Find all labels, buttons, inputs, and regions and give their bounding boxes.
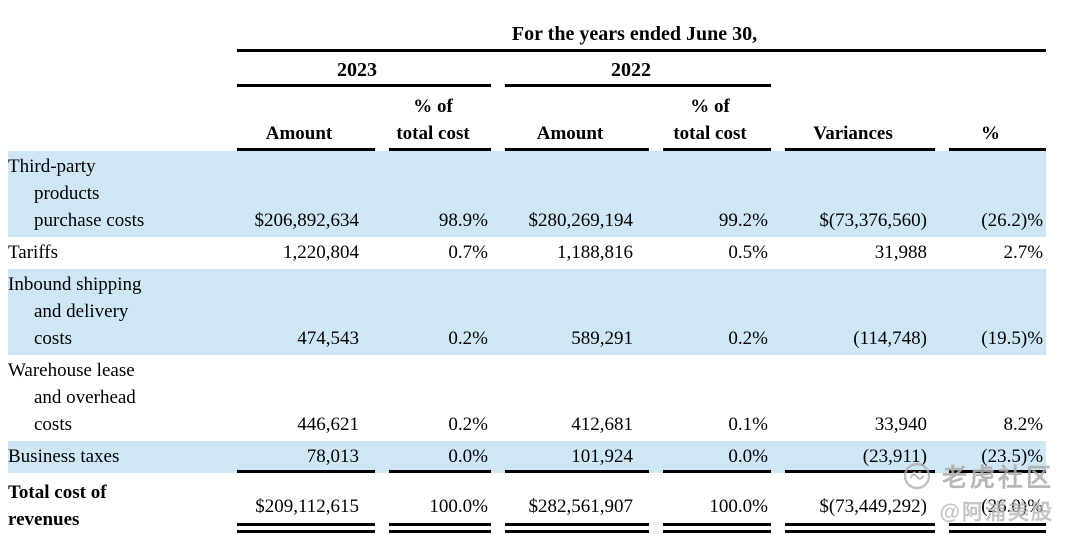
row-label: Third-party products purchase costs <box>8 151 223 237</box>
variance-pct-cell: 2.7% <box>1003 242 1044 263</box>
variance-pct-cell: (19.5)% <box>935 269 1047 355</box>
table-title: For the years ended June 30, <box>223 14 1047 52</box>
pct-2022-cell: 0.1% <box>728 414 768 435</box>
variance-cell: 31,988 <box>874 242 927 263</box>
amount-2022-cell: 589,291 <box>491 269 649 355</box>
row-label: Warehouse lease and overhead costs <box>8 360 136 435</box>
variance-pct-cell: (23.5)% <box>935 441 1047 473</box>
pct-2022-cell: 0.2% <box>649 269 771 355</box>
variance-pct-cell: 8.2% <box>1003 414 1044 435</box>
pct-2022-cell: 0.0% <box>649 441 771 473</box>
variance-cell: (23,911) <box>771 441 935 473</box>
table-row: Tariffs 1,220,804 0.7% 1,188,816 0.5% 31… <box>8 237 1046 269</box>
variance-pct-cell: (26.2)% <box>935 151 1047 237</box>
pct-2023-cell: 0.2% <box>448 414 488 435</box>
table-row: Business taxes 78,013 0.0% 101,924 0.0% … <box>8 441 1047 473</box>
col-header-amount-2022: Amount <box>491 87 649 151</box>
total-pct-2023-cell: 100.0% <box>375 473 491 533</box>
amount-2022-cell: 1,188,816 <box>557 242 633 263</box>
pct-2023-cell: 0.2% <box>375 269 491 355</box>
spacer-cell <box>8 52 223 87</box>
amount-2023-cell: 78,013 <box>223 441 375 473</box>
variance-cell: $(73,376,560) <box>771 151 935 237</box>
cost-of-revenues-table: For the years ended June 30, 2023 2022 A… <box>8 14 1047 533</box>
column-header-row: Amount % of total cost Amount % of total… <box>8 87 1047 151</box>
pct-2022-cell: 0.5% <box>728 242 768 263</box>
amount-2023-cell: 1,220,804 <box>283 242 359 263</box>
spacer-cell <box>8 14 223 52</box>
row-label: Inbound shipping and delivery costs <box>8 269 223 355</box>
total-variance-pct-cell: (26.0)% <box>935 473 1046 533</box>
total-variance-cell: $(73,449,292) <box>771 473 935 533</box>
variance-cell: (114,748) <box>771 269 935 355</box>
total-row-label: Total cost of revenues <box>8 482 107 530</box>
pct-2022-cell: 99.2% <box>649 151 771 237</box>
pct-2023-cell: 98.9% <box>375 151 491 237</box>
total-amount-2023-cell: $209,112,615 <box>223 473 375 533</box>
table-row: Inbound shipping and delivery costs 474,… <box>8 269 1047 355</box>
total-row: Total cost of revenues $209,112,615 100.… <box>8 473 1046 533</box>
col-header-variances: Variances <box>771 87 935 151</box>
year-group-row: 2023 2022 <box>8 52 1046 87</box>
amount-2023-cell: 474,543 <box>223 269 375 355</box>
total-pct-2022-cell: 100.0% <box>649 473 771 533</box>
amount-2023-cell: $206,892,634 <box>223 151 375 237</box>
pct-2023-cell: 0.7% <box>448 242 488 263</box>
spacer-cell <box>771 52 1046 87</box>
row-label: Tariffs <box>8 242 59 263</box>
amount-2022-cell: $280,269,194 <box>491 151 649 237</box>
amount-2022-cell: 101,924 <box>491 441 649 473</box>
table-title-row: For the years ended June 30, <box>8 14 1047 52</box>
variance-cell: 33,940 <box>874 414 927 435</box>
table-row: Third-party products purchase costs $206… <box>8 151 1047 237</box>
spacer-cell <box>8 87 223 151</box>
col-header-pct-2023: % of total cost <box>375 87 491 151</box>
row-label: Business taxes <box>8 441 223 473</box>
year-2022-header: 2022 <box>491 52 771 87</box>
table-row: Warehouse lease and overhead costs 446,6… <box>8 355 1046 441</box>
total-amount-2022-cell: $282,561,907 <box>491 473 649 533</box>
amount-2022-cell: 412,681 <box>571 414 633 435</box>
col-header-variance-pct: % <box>935 87 1047 151</box>
pct-2023-cell: 0.0% <box>375 441 491 473</box>
year-2023-header: 2023 <box>223 52 491 87</box>
table-container: For the years ended June 30, 2023 2022 A… <box>8 14 1047 533</box>
col-header-amount-2023: Amount <box>223 87 375 151</box>
amount-2023-cell: 446,621 <box>297 414 359 435</box>
col-header-pct-2022: % of total cost <box>649 87 771 151</box>
